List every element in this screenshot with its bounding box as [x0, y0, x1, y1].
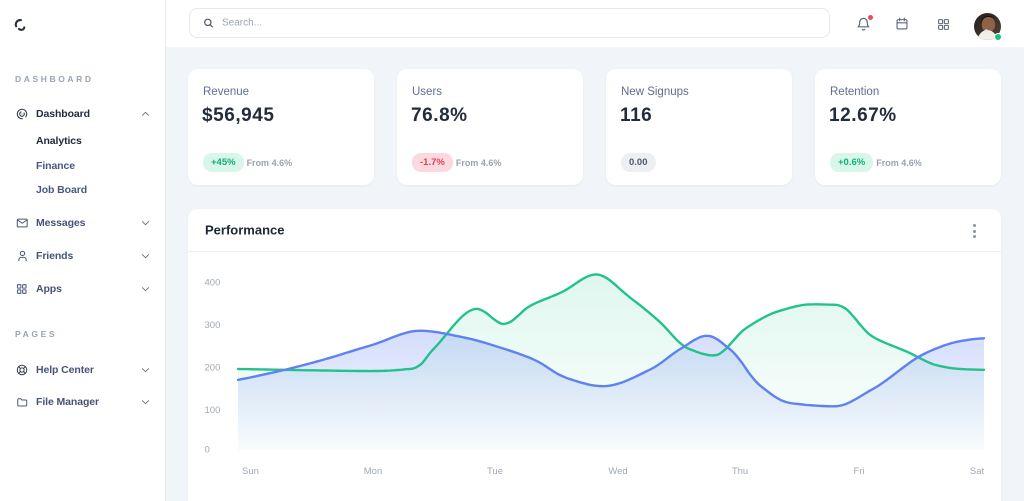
svg-text:100: 100	[205, 405, 221, 416]
svg-text:Sun: Sun	[242, 466, 259, 477]
svg-text:200: 200	[205, 362, 221, 373]
svg-text:Tue: Tue	[487, 466, 503, 477]
svg-text:Mon: Mon	[364, 466, 382, 477]
svg-text:Sat: Sat	[970, 466, 985, 477]
svg-text:300: 300	[205, 320, 221, 331]
svg-text:Fri: Fri	[853, 466, 864, 477]
svg-text:400: 400	[205, 278, 221, 289]
svg-text:Wed: Wed	[608, 466, 627, 477]
svg-text:0: 0	[205, 445, 210, 456]
svg-text:Thu: Thu	[732, 466, 748, 477]
